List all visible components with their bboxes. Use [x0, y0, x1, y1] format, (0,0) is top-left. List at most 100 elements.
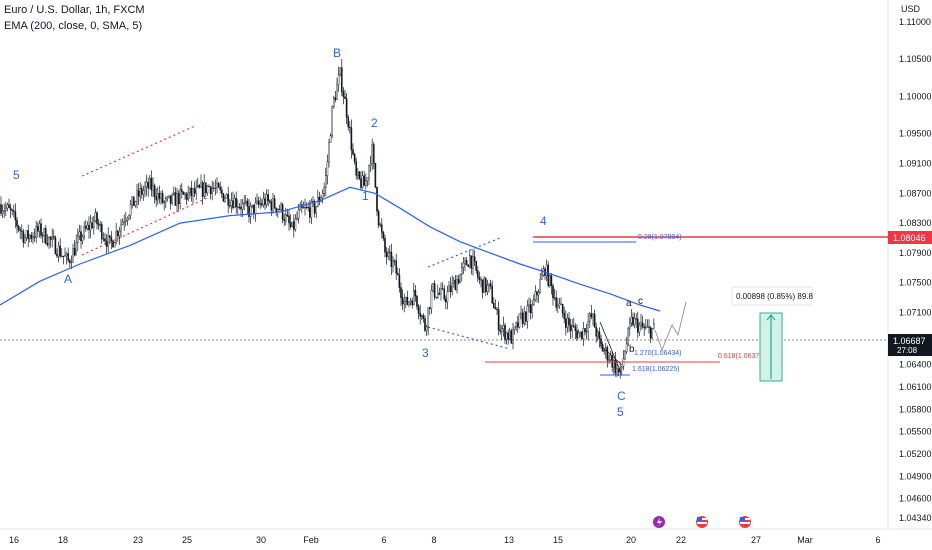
candle-body — [443, 288, 446, 300]
candle-body — [116, 231, 119, 237]
candle-body — [617, 368, 620, 373]
candle-body — [54, 237, 57, 255]
candle-body — [558, 303, 561, 306]
candle-body — [248, 206, 250, 217]
candle-body — [105, 240, 108, 247]
candle-body — [433, 283, 436, 298]
candle-body — [565, 318, 567, 328]
candle-body — [481, 279, 484, 293]
candle-body — [541, 274, 543, 280]
candle-body — [653, 322, 655, 329]
candle-body — [635, 318, 637, 320]
candle-body — [144, 186, 146, 192]
candle-body — [488, 283, 490, 286]
candle-body — [115, 231, 117, 243]
candle-body — [473, 256, 476, 262]
lightning-icon[interactable] — [653, 516, 665, 528]
candle-body — [315, 206, 318, 214]
candle-body — [285, 214, 287, 222]
candle-body — [457, 279, 460, 284]
candle-body — [180, 189, 183, 193]
candle-body — [454, 279, 457, 291]
candle-body — [43, 228, 45, 237]
candle-body — [78, 231, 81, 237]
candle-body — [14, 211, 17, 221]
candle-body — [62, 255, 65, 257]
wedge-lower-line[interactable] — [427, 326, 511, 350]
ema-line[interactable] — [0, 186, 661, 312]
candle-body — [577, 333, 580, 339]
candle-body — [259, 203, 262, 205]
candle-body — [587, 321, 589, 332]
candle-body — [341, 67, 343, 92]
candle-body — [289, 222, 292, 227]
candle-body — [275, 207, 278, 213]
candle-body — [89, 222, 92, 231]
candle-body — [76, 235, 79, 243]
candle-body — [219, 187, 222, 190]
candle-body — [581, 331, 583, 339]
candle-body — [609, 355, 612, 361]
candle-body — [579, 331, 581, 334]
price-tick-label: 1.04600 — [899, 494, 932, 504]
candle-body — [305, 207, 308, 209]
price-tick-label: 1.06400 — [899, 360, 932, 370]
candle-body — [624, 351, 626, 360]
candle-body — [638, 324, 641, 333]
candle-body — [273, 198, 276, 209]
candle-body — [309, 207, 311, 218]
candle-body — [45, 228, 47, 244]
candle-body — [107, 235, 109, 247]
candle-body — [25, 230, 28, 239]
resistance-price: 1.08046 — [893, 233, 926, 243]
time-tick-label: Feb — [303, 535, 319, 545]
candle-body — [139, 188, 142, 197]
channel-lower-line[interactable] — [81, 197, 208, 256]
candle-body — [296, 218, 298, 220]
candle-body — [627, 327, 629, 345]
current-price: 1.06687 — [893, 336, 926, 346]
candle-body — [129, 204, 132, 216]
channel-upper-line[interactable] — [81, 125, 196, 177]
candle-body — [649, 327, 652, 339]
candle-body — [582, 328, 585, 339]
candle-body — [576, 330, 578, 339]
candle-body — [222, 193, 225, 202]
price-tick-label: 1.07900 — [899, 248, 932, 258]
candle-body — [390, 252, 393, 267]
time-tick-label: 23 — [133, 535, 143, 545]
candle-body — [35, 226, 37, 238]
projection-path[interactable] — [654, 301, 687, 352]
candle-body — [422, 315, 425, 319]
candle-body — [464, 260, 466, 264]
candle-body — [555, 297, 557, 308]
candle-body — [203, 182, 206, 197]
candle-body — [333, 97, 335, 107]
candle-body — [419, 313, 422, 317]
candle-body — [92, 220, 95, 228]
wave-label-2: 2 — [371, 116, 378, 130]
candle-body — [212, 187, 215, 189]
candle-body — [521, 312, 524, 325]
candle-body — [569, 324, 572, 331]
candle-body — [269, 200, 271, 203]
candle-body — [190, 187, 193, 196]
candle-body — [352, 149, 354, 155]
fib-1618-label: 1.618(1.06225) — [632, 366, 679, 373]
candle-body — [134, 201, 137, 206]
candle-body — [198, 185, 201, 188]
us-flag-icon-2[interactable] — [739, 516, 751, 528]
wave-label-3: 3 — [422, 346, 429, 360]
candle-body — [606, 347, 609, 361]
candle-body — [108, 235, 111, 238]
candle-body — [75, 242, 77, 256]
us-flag-icon[interactable] — [696, 516, 708, 528]
candle-body — [136, 190, 138, 202]
candle-body — [629, 322, 631, 329]
candle-body — [32, 236, 34, 239]
candle-body — [526, 305, 529, 322]
candle-body — [224, 197, 226, 202]
candle-body — [236, 206, 239, 208]
